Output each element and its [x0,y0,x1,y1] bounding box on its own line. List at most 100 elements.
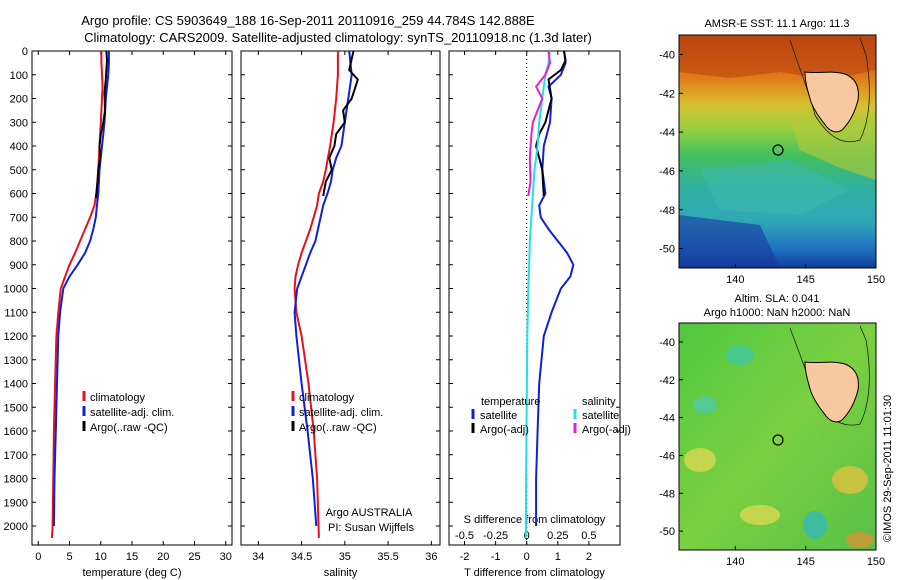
x-tick-label: 10 [95,551,107,563]
y-tick-label: 900 [10,260,28,272]
legend-label: Argo(..raw -QC) [299,422,377,434]
annotation-line: PI: Susan Wijffels [328,522,414,534]
y-tick-label: 1600 [4,426,28,438]
y-tick-label: 1300 [4,355,28,367]
sst-tasmania-land [804,71,859,133]
legend-label: satellite [480,410,517,422]
y-tick-label: 300 [10,117,28,129]
map-y-tick-label: -46 [659,166,675,178]
series-line [52,51,110,527]
sla-blob-orange [846,532,874,548]
sst-map-panel: AMSR-E SST: 11.1 Argo: 11.3 140 145 150 -40… [659,18,885,286]
x-tick-label-top: 0.25 [547,530,568,542]
x-tick-label: 15 [126,551,138,563]
map-x-tick-label: 140 [726,274,744,286]
legend-label: satellite [582,410,619,422]
x-axis-label: T difference from climatology [464,567,605,579]
sla-blob-cyan-1 [726,345,754,365]
y-tick-label: 800 [10,236,28,248]
series-line [527,50,551,197]
sla-map-title-1: Altim. SLA: 0.041 [735,293,820,305]
legend-label: Argo(-adj) [480,424,529,436]
map-x-tick-label: 145 [796,274,814,286]
map-y-tick-label: -48 [659,205,675,217]
series-line [94,50,108,199]
series-line [322,50,359,197]
plot-frame [448,50,621,546]
map-x-tick-label: 140 [726,556,744,568]
legend-label: Argo(-adj) [582,424,631,436]
legend-label: Argo(..raw -QC) [90,422,168,434]
map-y-tick-label: -44 [659,413,675,425]
y-tick-label: 400 [10,141,28,153]
x-tick-label-top: 0.5 [581,530,596,542]
map-y-tick-label: -40 [659,337,675,349]
legend-label: climatology [90,392,146,404]
sst-map-axes: 140 145 150 -40 -42 -44 -46 -48 -50 [659,49,885,286]
difference-panel: -2 -1 0 1 2 T difference from climatology S di… [448,50,631,579]
plot-frame [240,50,441,546]
sla-blob-yellow-1 [684,448,716,472]
x-tick-label: 34.5 [291,551,312,563]
y-tick-label: 100 [10,70,28,82]
sla-blob-cyan-2 [803,511,827,539]
legend-label: climatology [299,392,355,404]
x-axis-label: salinity [324,567,358,579]
header-line-1: Argo profile: CS 5903649_188 16-Sep-2011… [81,13,535,28]
map-x-tick-label: 150 [867,274,885,286]
map-x-tick-label: 150 [867,556,885,568]
x-tick-label: 1 [555,551,561,563]
annotation-line: Argo AUSTRALIA [326,507,413,519]
x-tick-label: 20 [157,551,169,563]
y-tick-label: 1700 [4,450,28,462]
x-tick-label: 5 [66,551,72,563]
imos-stamp: ©IMOS 29-Sep-2011 11:01:30 [882,395,894,542]
sla-blob-yellow-2 [740,505,780,525]
y-tick-label: 1500 [4,402,28,414]
map-y-tick-label: -42 [659,375,675,387]
legend-label: satellite-adj. clim. [299,407,383,419]
y-tick-label: 1200 [4,331,28,343]
y-tick-label: 2000 [4,521,28,533]
sst-argo-marker [772,144,784,156]
map-y-tick-label: -48 [659,488,675,500]
sst-teal-patch [700,160,850,215]
x-tick-label-top: -0.5 [455,530,474,542]
sla-map-title-2: Argo h1000: NaN h2000: NaN [704,307,851,319]
temperature-panel: 0100200300400500600700800900100011001200… [4,46,233,579]
sla-shelf-contour [789,325,870,426]
series-line [535,50,567,196]
sla-blob-yellow-3 [832,466,868,494]
series-line [51,51,104,538]
map-x-tick-label: 145 [796,556,814,568]
x-tick-label: 34 [252,551,264,563]
y-tick-label: 1400 [4,379,28,391]
y-tick-label: 1800 [4,474,28,486]
sst-map-frame [678,34,877,269]
y-tick-label: 1000 [4,284,28,296]
y-tick-label: 1900 [4,497,28,509]
y-tick-label: 1100 [4,307,28,319]
legend-label: satellite-adj. clim. [90,407,174,419]
x-tick-label: 30 [220,551,232,563]
map-y-tick-label: -50 [659,526,675,538]
x-tick-label: -1 [491,551,501,563]
map-y-tick-label: -50 [659,244,675,256]
x-axis-label-top: S difference from climatology [464,514,606,526]
x-tick-label: 0 [524,551,530,563]
legend-label: salinity [582,396,616,408]
map-y-tick-label: -46 [659,450,675,462]
y-tick-label: 500 [10,165,28,177]
sst-warm-patch-south [790,120,876,180]
x-tick-label-top: -0.25 [483,530,508,542]
x-tick-label: 2 [586,551,592,563]
sla-map-panel: Altim. SLA: 0.041 Argo h1000: NaN h2000:… [659,293,885,568]
x-tick-label: 35 [339,551,351,563]
sla-map-axes: 140 145 150 -40 -42 -44 -46 -48 -50 [659,337,885,568]
sla-blob-cyan-3 [693,396,717,414]
legend-label: temperature [481,396,540,408]
sst-map-title: AMSR-E SST: 11.1 Argo: 11.3 [704,18,849,30]
x-tick-label: 36 [425,551,437,563]
sst-cold-patch [679,215,780,268]
